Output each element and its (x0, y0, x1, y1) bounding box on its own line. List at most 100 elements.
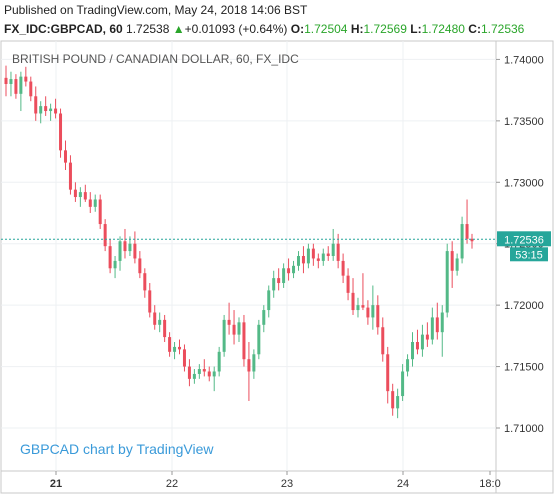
candle-body (143, 273, 147, 291)
open-label: O: (290, 22, 305, 36)
candle-body (212, 371, 216, 377)
candle-body (44, 106, 48, 112)
close-value: 1.72536 (480, 22, 525, 36)
candle-body (455, 258, 459, 271)
candle-body (440, 312, 444, 333)
candle-body (420, 334, 424, 350)
candle-body (435, 317, 439, 333)
candle-body (460, 224, 464, 259)
candle-body (267, 290, 271, 311)
candle-body (396, 396, 400, 409)
low-value: 1.72480 (421, 22, 465, 36)
countdown-box (510, 247, 548, 262)
candle-body (331, 243, 335, 256)
candle-body (366, 307, 370, 318)
candle-body (247, 359, 251, 372)
candle-body (411, 342, 415, 360)
candle-body (257, 324, 261, 355)
watermark: GBPCAD chart by TradingView (20, 441, 214, 457)
y-tick-label: 1.73000 (504, 177, 544, 189)
y-tick-label: 1.71500 (504, 362, 544, 374)
y-tick-label: 1.71000 (504, 423, 544, 435)
candle-body (272, 278, 276, 291)
close-label: C: (468, 22, 481, 36)
candle-body (24, 76, 28, 82)
candle-body (465, 224, 469, 239)
time-axis: 21 22 23 24 18:0 (50, 471, 501, 490)
candle-body (227, 319, 231, 325)
candle-body (287, 268, 291, 274)
candle-body (445, 251, 449, 313)
x-tick-label: 24 (397, 478, 409, 490)
candle-body (173, 346, 177, 352)
x-tick-label: 18:0 (479, 478, 500, 490)
candle-body (252, 354, 256, 372)
high-label: H: (350, 22, 364, 36)
candle-body (4, 77, 8, 84)
x-tick-label: 22 (166, 478, 178, 490)
countdown-label: 53:15 (515, 249, 543, 261)
y-tick-label: 1.73500 (504, 116, 544, 128)
up-arrow-icon: ▲ (172, 22, 185, 36)
candle-body (68, 162, 72, 190)
high-value: 1.72569 (363, 22, 407, 36)
candle-body (34, 96, 38, 114)
candle-body (450, 251, 454, 271)
candle-body (39, 106, 43, 114)
candle-body (148, 290, 152, 313)
candle-body (197, 369, 201, 374)
ohlc-bar: FX_IDC:GBPCAD, 60 1.72538 ▲+0.01093 (+0.… (4, 22, 524, 36)
candle-body (19, 76, 23, 94)
grid (1, 41, 496, 471)
price-change: +0.01093 (+0.64%) (184, 22, 288, 36)
candle-body (470, 238, 474, 242)
candle-body (346, 275, 350, 293)
candle-body (277, 278, 281, 284)
candle-body (178, 346, 182, 350)
candle-body (296, 256, 300, 266)
price-label: 1.72536 (504, 234, 544, 246)
candle-body (406, 359, 410, 372)
symbol-label: FX_IDC:GBPCAD, 60 (4, 22, 123, 36)
candle-body (29, 81, 33, 97)
candles (4, 65, 474, 419)
candle-body (182, 349, 186, 367)
candle-body (73, 189, 77, 198)
candle-body (371, 305, 375, 318)
candle-body (63, 150, 67, 163)
candle-body (217, 351, 221, 372)
candle-body (336, 243, 340, 261)
candle-body (425, 334, 429, 340)
candle-body (133, 243, 137, 259)
candle-body (138, 258, 142, 274)
candle-body (262, 310, 266, 325)
candle-body (401, 371, 405, 397)
low-label: L: (410, 22, 422, 36)
candle-body (430, 317, 434, 340)
candle-body (49, 108, 53, 112)
candle-body (14, 79, 18, 94)
candle-body (376, 305, 380, 328)
candle-body (292, 265, 296, 274)
chart-frame (0, 40, 554, 494)
candle-body (128, 243, 132, 252)
candle-body (306, 248, 310, 264)
candle-body (341, 260, 345, 276)
candle-body (311, 248, 315, 259)
candle-body (153, 312, 157, 325)
candle-body (222, 319, 226, 352)
candle-body (88, 199, 92, 207)
candle-body (232, 324, 236, 335)
candle-body (386, 354, 390, 392)
candle-body (237, 322, 241, 335)
candle-body (103, 224, 107, 247)
candle-body (98, 199, 102, 225)
candle-body (163, 319, 167, 338)
published-note: Published on TradingView.com, May 24, 20… (4, 3, 308, 17)
candle-body (93, 199, 97, 207)
candle-body (158, 319, 162, 325)
candle-body (242, 322, 246, 360)
candle-body (9, 79, 13, 84)
candle-body (361, 305, 365, 308)
